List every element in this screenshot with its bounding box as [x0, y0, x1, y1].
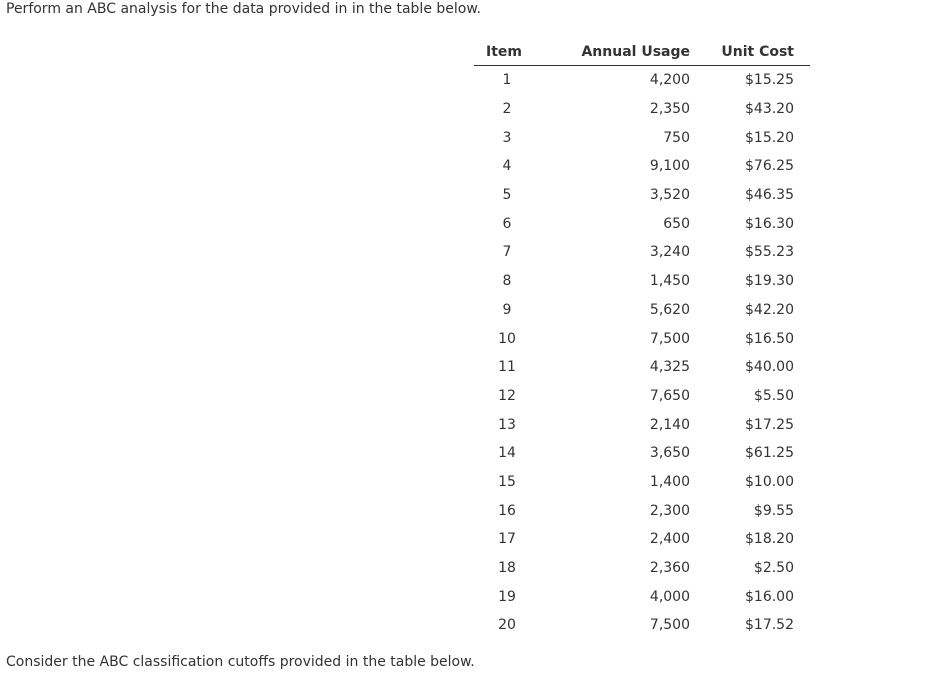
header-item: Item [474, 38, 534, 66]
cell-item: 10 [498, 330, 516, 347]
cell-annual-usage: 2,360 [649, 560, 690, 577]
cell-item: 4 [502, 158, 512, 175]
cell-item: 6 [502, 215, 512, 232]
cell-annual-usage: 650 [663, 215, 690, 232]
cell-unit-cost: $19.30 [745, 273, 794, 290]
table-row: 10 7,500 $16.50 [474, 324, 810, 353]
cell-annual-usage: 9,100 [649, 158, 690, 175]
table-row: 15 1,400 $10.00 [474, 468, 810, 497]
table-row: 4 9,100 $76.25 [474, 152, 810, 181]
cell-annual-usage: 7,500 [649, 617, 690, 634]
table-header: Item Annual Usage Unit Cost [474, 38, 810, 66]
table-row: 18 2,360 $2.50 [474, 554, 810, 583]
cell-item: 13 [498, 416, 516, 433]
cell-annual-usage: 1,400 [649, 473, 690, 490]
cell-item: 8 [502, 273, 512, 290]
cell-unit-cost: $17.52 [745, 617, 794, 634]
table-row: 20 7,500 $17.52 [474, 611, 810, 640]
cell-item: 9 [502, 301, 512, 318]
table-row: 6 650 $16.30 [474, 209, 810, 238]
cell-annual-usage: 2,400 [649, 531, 690, 548]
cell-item: 20 [498, 617, 516, 634]
header-unit-cost: Unit Cost [692, 38, 810, 66]
table-row: 5 3,520 $46.35 [474, 181, 810, 210]
cell-annual-usage: 4,200 [649, 72, 690, 89]
cell-item: 7 [502, 244, 512, 261]
cell-annual-usage: 3,650 [649, 445, 690, 462]
cell-unit-cost: $16.00 [745, 588, 794, 605]
cell-unit-cost: $15.20 [745, 129, 794, 146]
table-row: 13 2,140 $17.25 [474, 410, 810, 439]
header-row: Item Annual Usage Unit Cost [474, 38, 810, 66]
table-row: 16 2,300 $9.55 [474, 496, 810, 525]
cell-annual-usage: 3,240 [649, 244, 690, 261]
cell-item: 19 [498, 588, 516, 605]
cell-annual-usage: 1,450 [649, 273, 690, 290]
cell-annual-usage: 5,620 [649, 301, 690, 318]
cell-item: 11 [498, 359, 516, 376]
cell-annual-usage: 2,350 [649, 101, 690, 118]
table-row: 17 2,400 $18.20 [474, 525, 810, 554]
table-row: 19 4,000 $16.00 [474, 582, 810, 611]
header-annual-usage: Annual Usage [534, 38, 692, 66]
table-row: 14 3,650 $61.25 [474, 439, 810, 468]
cell-unit-cost: $40.00 [745, 359, 794, 376]
cell-unit-cost: $42.20 [745, 301, 794, 318]
cell-unit-cost: $55.23 [745, 244, 794, 261]
table-row: 9 5,620 $42.20 [474, 296, 810, 325]
cell-annual-usage: 4,325 [649, 359, 690, 376]
cell-annual-usage: 2,140 [649, 416, 690, 433]
cell-annual-usage: 7,650 [649, 387, 690, 404]
cell-unit-cost: $17.25 [745, 416, 794, 433]
cell-annual-usage: 3,520 [649, 187, 690, 204]
abc-data-table: Item Annual Usage Unit Cost 1 4,200 $15.25… [474, 38, 810, 640]
cell-annual-usage: 7,500 [649, 330, 690, 347]
cell-unit-cost: $18.20 [745, 531, 794, 548]
cell-unit-cost: $76.25 [745, 158, 794, 175]
cell-item: 3 [502, 129, 512, 146]
cell-annual-usage: 4,000 [649, 588, 690, 605]
cell-item: 17 [498, 531, 516, 548]
cell-item: 16 [498, 502, 516, 519]
instruction-text: Perform an ABC analysis for the data pro… [6, 1, 481, 17]
table-row: 7 3,240 $55.23 [474, 238, 810, 267]
table-row: 3 750 $15.20 [474, 123, 810, 152]
cell-unit-cost: $46.35 [745, 187, 794, 204]
cell-unit-cost: $5.50 [753, 387, 794, 404]
cell-annual-usage: 750 [663, 129, 690, 146]
cell-item: 2 [502, 101, 512, 118]
cell-unit-cost: $2.50 [753, 560, 794, 577]
cell-unit-cost: $16.50 [745, 330, 794, 347]
cell-item: 5 [502, 187, 512, 204]
table-row: 2 2,350 $43.20 [474, 95, 810, 124]
cell-item: 14 [498, 445, 516, 462]
cell-item: 1 [502, 72, 512, 89]
cell-item: 12 [498, 387, 516, 404]
cell-unit-cost: $61.25 [745, 445, 794, 462]
table-row: 12 7,650 $5.50 [474, 382, 810, 411]
table-body: 1 4,200 $15.25 2 2,350 $43.20 3 750 $15.20 4 9,100… [474, 66, 810, 640]
cell-unit-cost: $9.55 [753, 502, 794, 519]
cell-unit-cost: $43.20 [745, 101, 794, 118]
cell-item: 18 [498, 560, 516, 577]
table-row: 1 4,200 $15.25 [474, 66, 810, 95]
cutoffs-note-text: Consider the ABC classification cutoffs … [6, 654, 475, 670]
table-row: 11 4,325 $40.00 [474, 353, 810, 382]
cell-annual-usage: 2,300 [649, 502, 690, 519]
cell-unit-cost: $15.25 [745, 72, 794, 89]
table-row: 8 1,450 $19.30 [474, 267, 810, 296]
cell-unit-cost: $10.00 [745, 473, 794, 490]
cell-item: 15 [498, 473, 516, 490]
cell-unit-cost: $16.30 [745, 215, 794, 232]
